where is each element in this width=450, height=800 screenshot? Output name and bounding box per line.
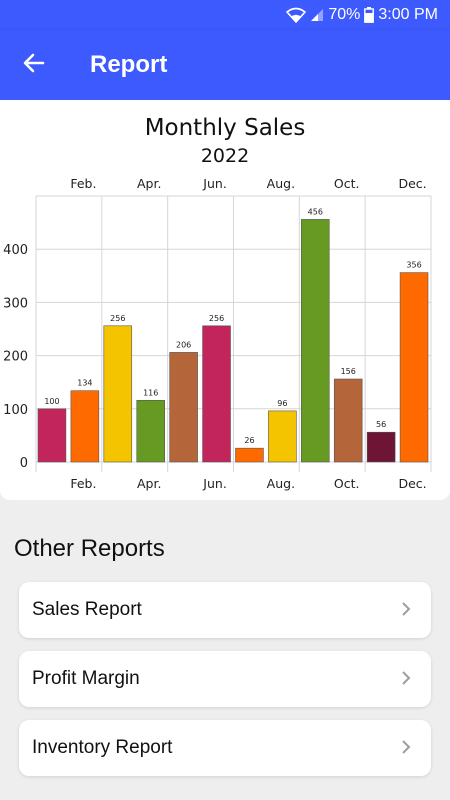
bar-feb[interactable] — [70, 390, 100, 463]
wifi-icon — [286, 7, 307, 23]
x-tick-label-top: Oct. — [334, 176, 360, 191]
bar-value-label: 256 — [209, 314, 224, 323]
clock: 3:00 PM — [378, 6, 438, 23]
bar-mar[interactable] — [103, 325, 133, 463]
bar-jul[interactable] — [235, 447, 264, 463]
chevron-right-icon — [401, 670, 411, 691]
report-item-label: Profit Margin — [32, 668, 140, 689]
bar-dec[interactable] — [399, 272, 429, 463]
other-reports-heading: Other Reports — [14, 535, 165, 562]
chart-subtitle: 2022 — [201, 145, 249, 167]
x-tick-label-top: Jun. — [202, 176, 227, 191]
y-tick-label: 200 — [3, 350, 28, 365]
bar-value-label: 356 — [406, 261, 421, 270]
bar-nov[interactable] — [366, 431, 396, 463]
x-tick-label-top: Feb. — [70, 176, 96, 191]
x-tick-label-bottom: Jun. — [202, 476, 227, 491]
bar-value-label: 456 — [308, 207, 323, 216]
report-item-label: Sales Report — [32, 599, 142, 620]
x-tick-label-top: Aug. — [267, 176, 295, 191]
x-tick-label-bottom: Oct. — [334, 476, 360, 491]
y-tick-label: 300 — [3, 296, 28, 311]
bar-value-label: 156 — [341, 367, 356, 376]
bar-jan[interactable] — [37, 408, 67, 463]
sales-report-item[interactable]: Sales Report — [19, 582, 431, 638]
y-tick-label: 100 — [3, 403, 28, 418]
x-tick-label-bottom: Apr. — [137, 476, 161, 491]
bar-jun[interactable] — [202, 325, 231, 463]
bar-value-label: 26 — [244, 436, 254, 445]
report-item-label: Inventory Report — [32, 737, 173, 758]
battery-percent: 70% — [328, 6, 361, 23]
back-button[interactable] — [14, 45, 54, 85]
signal-icon — [310, 8, 324, 22]
bar-oct[interactable] — [333, 378, 363, 463]
bar-value-label: 100 — [44, 397, 59, 406]
bar-value-label: 134 — [77, 379, 92, 388]
bar-may[interactable] — [169, 352, 198, 463]
chevron-right-icon — [401, 601, 411, 622]
x-tick-label-bottom: Aug. — [267, 476, 295, 491]
y-tick-label: 400 — [3, 243, 28, 258]
x-tick-label-top: Apr. — [137, 176, 161, 191]
chart-card: Monthly Sales 2022 0 100 200 300 400 Feb. Feb.… — [0, 100, 450, 500]
x-tick-label-top: Dec. — [398, 176, 426, 191]
bar-sep[interactable] — [301, 219, 330, 463]
bar-aug[interactable] — [268, 410, 297, 463]
page-title: Report — [90, 51, 168, 78]
bar-value-label: 116 — [143, 388, 158, 397]
battery-icon — [364, 7, 375, 23]
bar-value-label: 256 — [110, 314, 125, 323]
inventory-report-item[interactable]: Inventory Report — [19, 720, 431, 776]
x-tick-label-bottom: Dec. — [398, 476, 426, 491]
status-bar: 70% 3:00 PM — [0, 0, 450, 30]
bar-value-label: 96 — [277, 399, 287, 408]
app-bar: Report — [0, 30, 450, 100]
y-tick-label: 0 — [20, 456, 28, 471]
monthly-sales-chart: Monthly Sales 2022 0 100 200 300 400 Feb. Feb.… — [3, 115, 432, 491]
chevron-right-icon — [401, 739, 411, 760]
bar-value-label: 206 — [176, 340, 191, 349]
bar-value-label: 56 — [376, 420, 386, 429]
profit-margin-item[interactable]: Profit Margin — [19, 651, 431, 707]
arrow-left-icon — [22, 51, 46, 80]
bar-apr[interactable] — [136, 399, 165, 463]
chart-title: Monthly Sales — [145, 115, 306, 141]
x-tick-label-bottom: Feb. — [70, 476, 96, 491]
